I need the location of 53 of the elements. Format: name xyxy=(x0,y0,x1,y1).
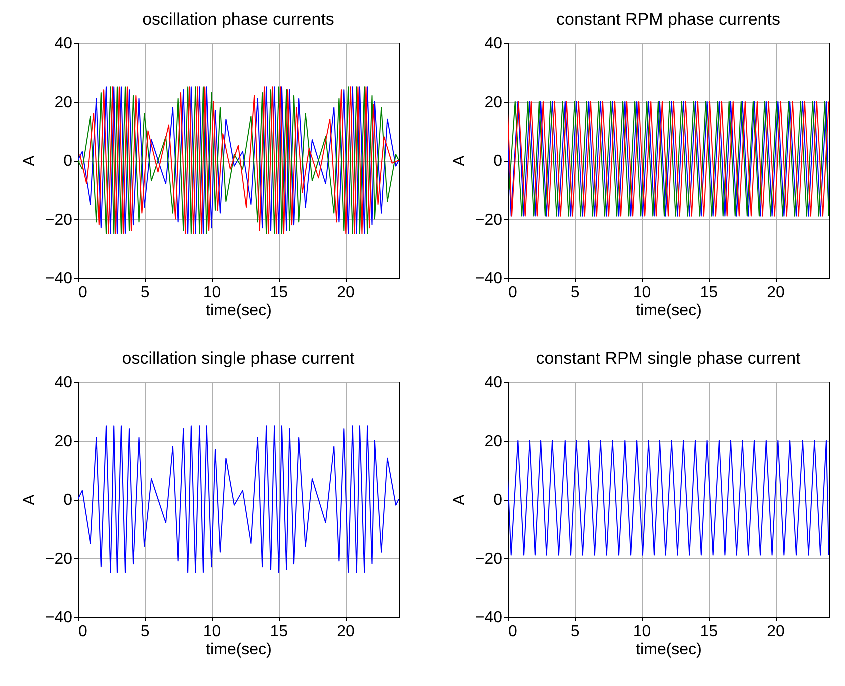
x-tick-label: 15 xyxy=(270,624,288,640)
y-tick-label: 40 xyxy=(54,36,73,52)
x-tick-label: 10 xyxy=(633,284,652,302)
y-tick-label: −40 xyxy=(45,270,73,288)
x-tick-label: 0 xyxy=(508,624,518,640)
x-tick-label: 20 xyxy=(337,624,355,640)
x-tick-label: 20 xyxy=(767,624,785,640)
y-tick-label: 0 xyxy=(64,492,73,509)
y-tick-label: −20 xyxy=(45,550,73,568)
y-axis-title: A xyxy=(21,155,38,166)
x-tick-label: 5 xyxy=(140,284,150,302)
x-axis-title: time(sec) xyxy=(636,302,702,320)
x-tick-label: 5 xyxy=(570,624,580,640)
line-series xyxy=(78,426,399,574)
x-tick-label: 15 xyxy=(270,284,288,302)
y-axis-title: A xyxy=(21,494,38,506)
x-tick-label: 10 xyxy=(633,624,652,640)
y-tick-label: −40 xyxy=(475,610,503,626)
x-tick-label: 5 xyxy=(570,284,580,302)
chart-title: oscillation single phase current xyxy=(122,349,356,368)
chart-title: constant RPM phase currents xyxy=(556,10,780,29)
x-tick-label: 0 xyxy=(78,284,88,302)
y-tick-label: −20 xyxy=(45,212,73,229)
y-tick-label: −20 xyxy=(475,212,503,229)
x-tick-label: 0 xyxy=(508,284,518,302)
x-tick-label: 5 xyxy=(140,624,150,640)
y-tick-label: 0 xyxy=(494,492,503,509)
x-tick-label: 0 xyxy=(78,624,88,640)
y-tick-label: 20 xyxy=(484,433,503,450)
y-tick-label: 20 xyxy=(484,94,503,112)
y-axis-title: A xyxy=(451,155,468,166)
y-axis-title: A xyxy=(451,494,468,506)
chart-title: constant RPM single phase current xyxy=(536,349,802,368)
x-tick-label: 10 xyxy=(203,624,222,640)
x-tick-label: 20 xyxy=(767,284,785,302)
x-axis-title: time(sec) xyxy=(636,642,702,658)
y-tick-label: 40 xyxy=(484,36,503,52)
y-tick-label: 20 xyxy=(54,433,73,450)
y-tick-label: 40 xyxy=(54,374,73,392)
y-tick-label: −40 xyxy=(45,610,73,626)
y-tick-label: 0 xyxy=(64,153,73,170)
y-tick-label: 0 xyxy=(494,153,503,170)
x-tick-label: 15 xyxy=(700,624,718,640)
y-tick-label: 20 xyxy=(54,94,73,112)
x-tick-label: 15 xyxy=(700,284,718,302)
chart-title: oscillation phase currents xyxy=(142,10,334,29)
x-tick-label: 10 xyxy=(203,284,222,302)
y-tick-label: −40 xyxy=(475,270,503,288)
x-axis-title: time(sec) xyxy=(206,302,272,320)
y-tick-label: −20 xyxy=(475,550,503,568)
y-tick-label: 40 xyxy=(484,374,503,392)
x-tick-label: 20 xyxy=(337,284,355,302)
x-axis-title: time(sec) xyxy=(206,642,272,658)
